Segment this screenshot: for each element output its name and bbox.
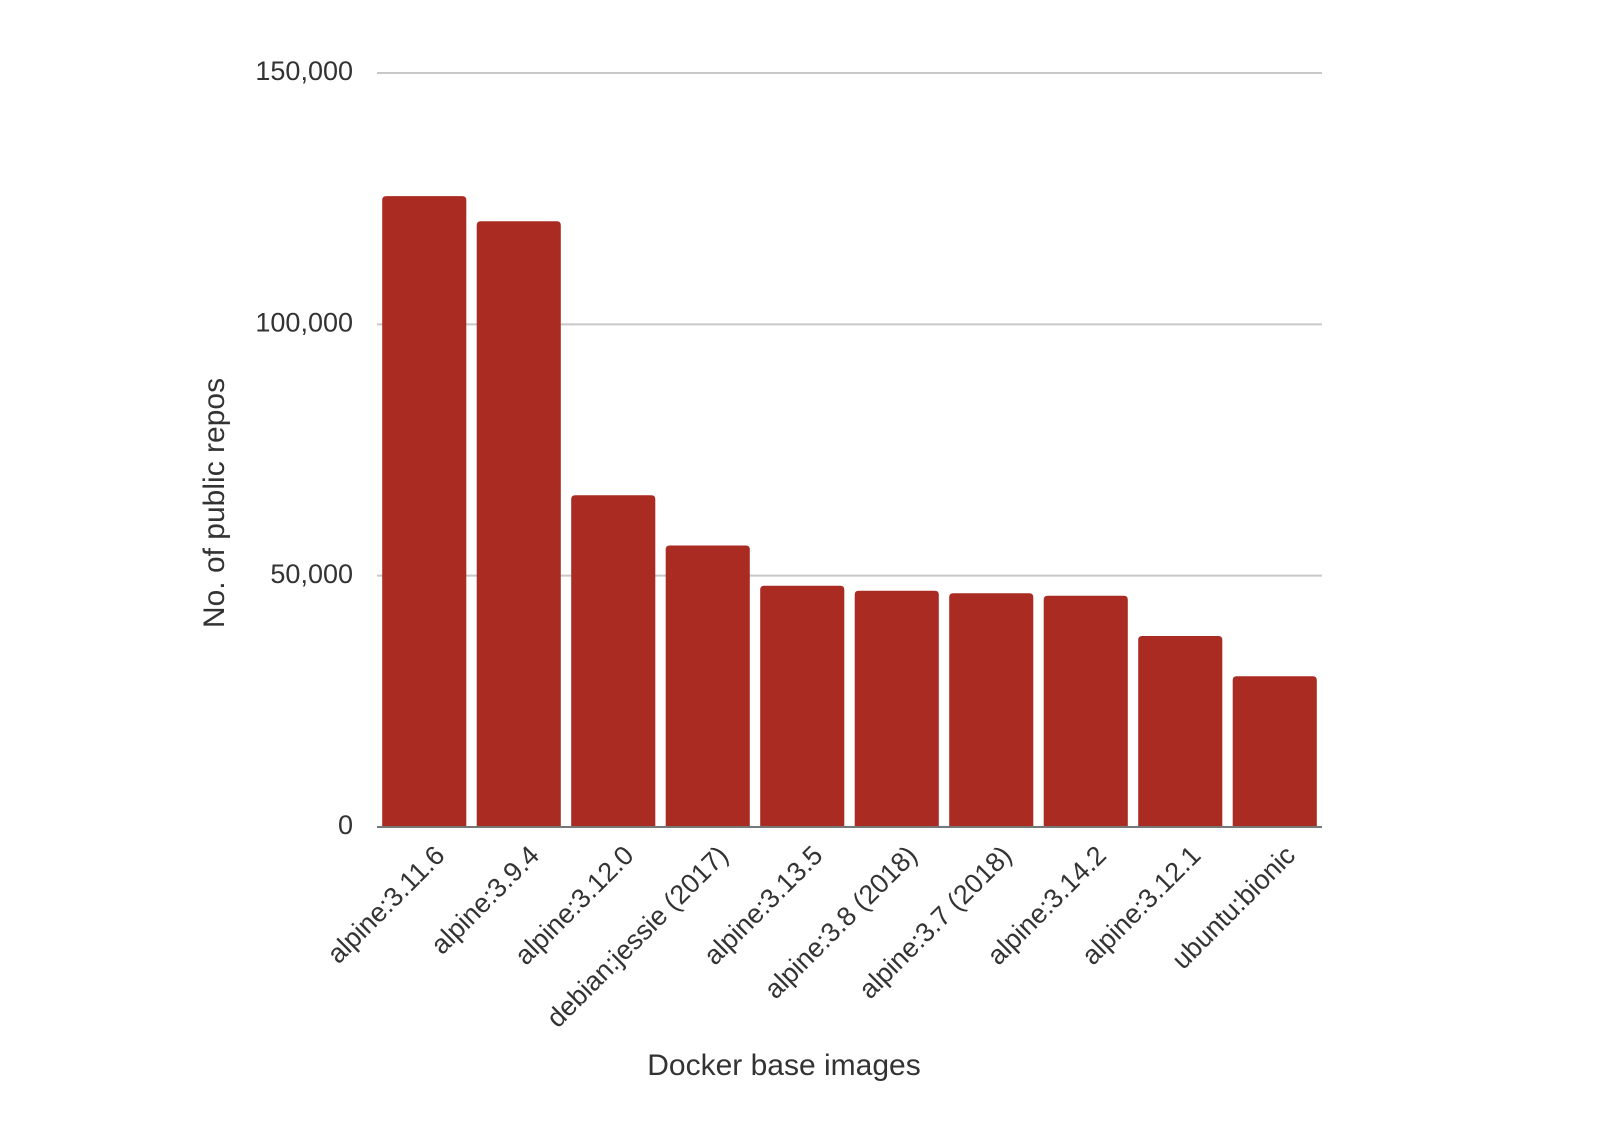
- y-axis-label: No. of public repos: [198, 378, 231, 628]
- y-tick-label: 100,000: [255, 307, 353, 337]
- bar: [382, 196, 467, 828]
- bar: [949, 593, 1034, 827]
- bar: [854, 590, 939, 827]
- bar: [476, 221, 561, 827]
- bar: [571, 495, 656, 827]
- y-tick-label: 50,000: [270, 559, 353, 589]
- bar: [665, 545, 750, 827]
- x-axis-label: Docker base images: [647, 1049, 920, 1082]
- y-tick-label: 0: [338, 810, 353, 840]
- bar: [1043, 595, 1128, 827]
- x-tick-label: debian:jessie (2017): [541, 840, 734, 1033]
- bar: [1138, 635, 1223, 827]
- x-tick-label: alpine:3.11.6: [321, 840, 450, 969]
- bar: [1232, 676, 1317, 827]
- y-tick-label: 150,000: [255, 56, 353, 86]
- bar: [760, 585, 845, 827]
